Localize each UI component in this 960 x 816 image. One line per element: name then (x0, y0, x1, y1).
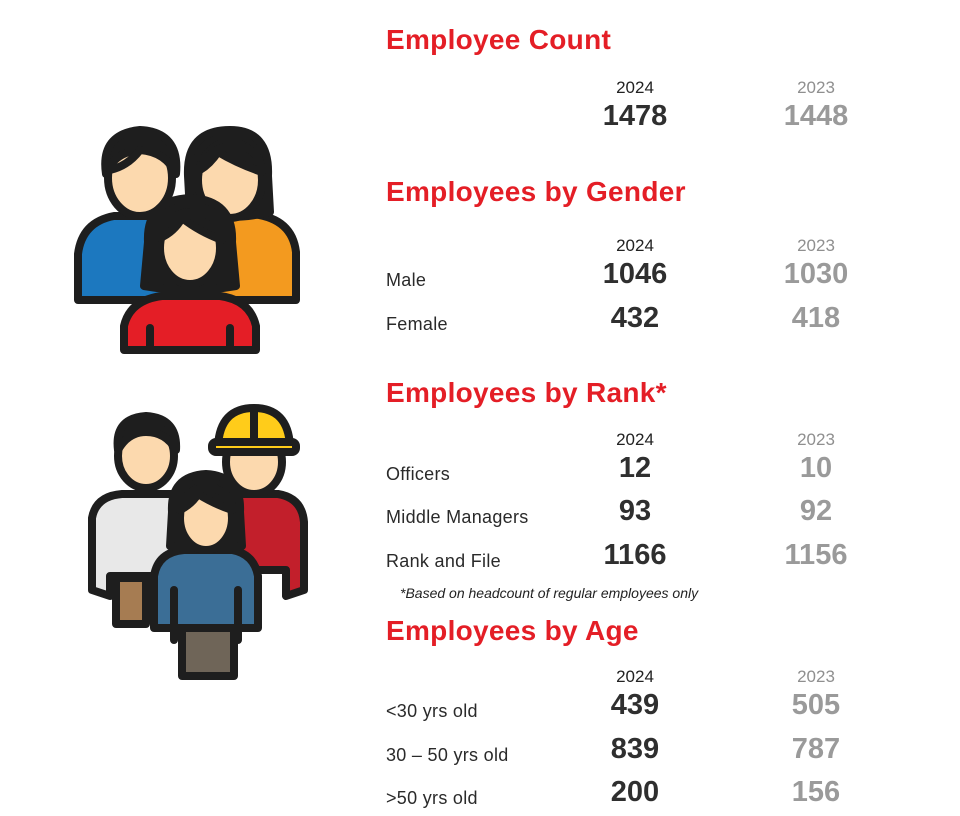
workers-group-icon (88, 404, 308, 680)
gender-row-current: 432 (610, 302, 660, 334)
age-row-current: 200 (610, 776, 660, 808)
rank-section-title: Employees by Rank* (386, 377, 667, 408)
year-previous-label: 2023 (797, 667, 835, 686)
age-row-previous: 505 (791, 689, 841, 721)
age-row-label: 30 – 50 yrs old (386, 745, 509, 765)
rank-row-current: 12 (618, 452, 652, 484)
year-current-label: 2024 (616, 236, 654, 255)
age-row-previous: 787 (791, 733, 841, 765)
rank-footnote: *Based on headcount of regular employees… (400, 585, 699, 601)
gender-row-label: Male (386, 270, 427, 290)
age-row-current: 439 (610, 689, 660, 721)
year-previous-label: 2023 (797, 236, 835, 255)
age-row-label: <30 yrs old (386, 701, 478, 721)
age-section-title: Employees by Age (386, 615, 639, 646)
age-row-previous: 156 (791, 776, 841, 808)
year-current-label: 2024 (616, 667, 654, 686)
employee-count-current: 1478 (602, 100, 668, 132)
year-previous-label: 2023 (797, 78, 835, 97)
gender-row-current: 1046 (602, 258, 668, 290)
age-row-current: 839 (610, 733, 660, 765)
gender-section-title: Employees by Gender (386, 176, 686, 207)
gender-row-previous: 1030 (783, 258, 849, 290)
employee-count-title: Employee Count (386, 24, 612, 55)
rank-row-previous: 92 (799, 495, 833, 527)
people-group-icon (74, 126, 300, 354)
year-current-label: 2024 (616, 430, 654, 449)
age-row-label: >50 yrs old (386, 788, 478, 808)
year-current-label: 2024 (616, 78, 654, 97)
rank-row-current: 93 (618, 495, 652, 527)
gender-row-previous: 418 (791, 302, 841, 334)
rank-row-label: Rank and File (386, 551, 501, 571)
rank-row-previous: 1156 (784, 539, 848, 571)
rank-row-label: Officers (386, 464, 451, 484)
employee-count-previous: 1448 (783, 100, 849, 132)
rank-row-current: 1166 (603, 539, 667, 571)
gender-row-label: Female (386, 314, 448, 334)
rank-row-previous: 10 (799, 452, 833, 484)
rank-row-label: Middle Managers (386, 507, 529, 527)
year-previous-label: 2023 (797, 430, 835, 449)
